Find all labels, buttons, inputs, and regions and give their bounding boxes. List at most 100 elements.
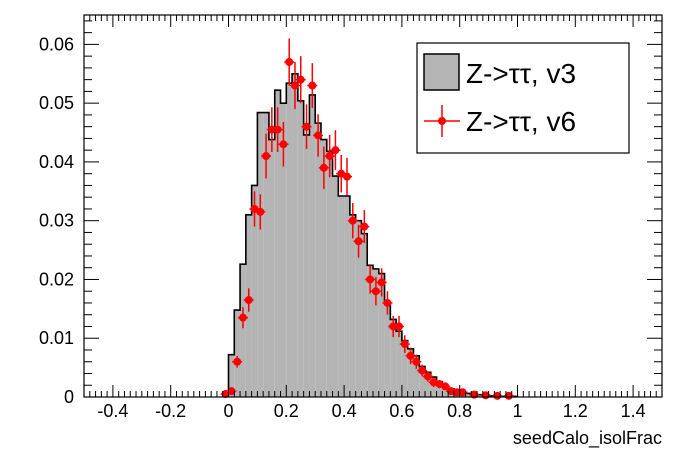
data-point (290, 81, 299, 90)
data-point (458, 388, 467, 397)
data-point (331, 146, 340, 155)
x-tick-label: 0.6 (389, 401, 414, 421)
data-point (423, 372, 432, 381)
legend-swatch-v3 (423, 53, 460, 91)
histogram-bar (407, 348, 414, 397)
data-point (273, 125, 282, 134)
data-point (504, 391, 513, 400)
histogram-bar (240, 264, 246, 397)
data-point (452, 388, 461, 397)
histogram-bar (320, 139, 327, 398)
data-point (371, 287, 380, 296)
histogram-bar (326, 151, 333, 397)
data-point (383, 298, 392, 307)
histogram-bar (477, 394, 483, 397)
y-tick-label: 0.01 (39, 328, 74, 348)
data-point (308, 81, 317, 90)
legend-label-v3: Z->ττ, v3 (466, 58, 576, 89)
y-tick-label: 0.05 (39, 93, 74, 113)
data-point (348, 216, 357, 225)
x-tick-label: 0.2 (274, 401, 299, 421)
histogram-bar (436, 381, 443, 397)
histogram-bar (378, 273, 385, 397)
histogram-bar (425, 372, 431, 397)
x-tick-label: -0.4 (97, 401, 128, 421)
histogram-bar (263, 112, 269, 398)
histogram-bar (268, 139, 275, 398)
data-point (377, 278, 386, 287)
y-tick-label: 0.06 (39, 34, 74, 54)
data-point (302, 122, 311, 131)
histogram-bar (303, 134, 310, 398)
x-axis-label: seedCalo_isolFrac (513, 428, 662, 449)
x-tick-label: 1 (512, 401, 522, 421)
data-point (441, 382, 450, 391)
y-tick-label: 0.02 (39, 269, 74, 289)
histogram-bar (384, 302, 391, 397)
x-tick-label: -0.2 (155, 401, 186, 421)
data-point (418, 366, 427, 375)
x-tick-label: 0.4 (332, 401, 357, 421)
histogram-bar (234, 310, 241, 397)
data-point (296, 75, 305, 84)
data-point (400, 340, 409, 349)
data-point (360, 222, 369, 231)
data-point (319, 163, 328, 172)
data-point (314, 131, 323, 140)
histogram-bar (280, 103, 287, 398)
histogram-bar (349, 214, 356, 397)
histogram-bar (228, 354, 235, 397)
x-tick-label: 1.4 (621, 401, 646, 421)
legend-label-v6: Z->ττ, v6 (466, 106, 576, 137)
x-tick-label: 0.8 (447, 401, 472, 421)
histogram-bar (309, 94, 316, 398)
data-point (267, 125, 276, 134)
y-tick-label: 0 (64, 387, 74, 407)
data-point (262, 152, 271, 161)
histogram-bar (297, 100, 304, 398)
data-point (493, 391, 502, 400)
x-tick-label: 1.2 (563, 401, 588, 421)
histogram-bar (338, 196, 345, 397)
histogram-bar (344, 196, 350, 397)
histogram-bar (332, 176, 339, 397)
histogram-bar (355, 220, 362, 397)
data-point (233, 357, 242, 366)
plot-area (220, 38, 519, 400)
legend-marker-v6 (438, 117, 446, 125)
data-point (227, 387, 236, 396)
data-point (325, 152, 334, 161)
legend: Z->ττ, v3 Z->ττ, v6 (416, 42, 630, 154)
data-point (389, 322, 398, 331)
histogram-bar (465, 393, 472, 397)
histogram-bar (361, 233, 368, 397)
histogram-bar (367, 265, 373, 397)
data-point (342, 172, 351, 181)
axes: -0.4 -0.2 0 0.2 0.4 0.6 0.8 1 1.2 1.4 0 0.01 0.02 0.0… (39, 15, 663, 421)
data-point (412, 357, 421, 366)
histogram-bar (401, 340, 408, 397)
histogram-bar (413, 355, 420, 397)
histogram-bar (390, 319, 397, 397)
histogram-bar (442, 386, 449, 397)
data-point (406, 351, 415, 360)
x-tick-label: 0 (223, 401, 233, 421)
data-point (244, 296, 253, 305)
histogram-bar (419, 366, 426, 397)
histogram-bar (315, 123, 321, 398)
y-tick-label: 0.04 (39, 152, 74, 172)
data-point (279, 140, 288, 149)
data-point (256, 207, 265, 216)
data-point (395, 322, 404, 331)
histogram-bar (396, 331, 402, 397)
histogram-bar (257, 112, 264, 398)
histogram-bar (373, 268, 379, 397)
data-point (238, 313, 247, 322)
histogram-bar (286, 83, 293, 398)
data-point (354, 237, 363, 246)
histogram-bar (274, 90, 281, 398)
histogram-bar (292, 73, 298, 398)
data-point (285, 58, 294, 67)
y-tick-label: 0.03 (39, 211, 74, 231)
